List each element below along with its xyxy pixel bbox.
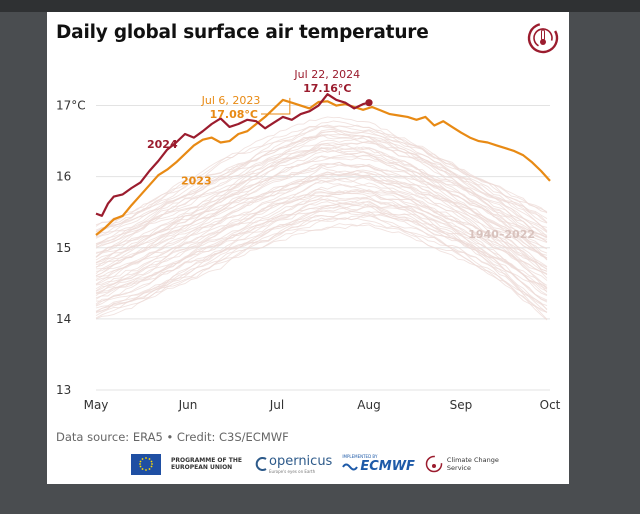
historical-range-label: 1940–2022 — [468, 228, 535, 241]
x-tick-label: Jul — [269, 398, 284, 412]
x-tick-label: May — [84, 398, 109, 412]
temperature-chart: 13 14 15 16 17°C May Jun Jul Aug Sep Oct 2024 2023 19… — [56, 68, 561, 412]
c3s-footer-logo: Climate Change Service — [425, 455, 509, 473]
series-label-2024: 2024 — [147, 138, 178, 151]
chart-title: Daily global surface air temperature — [56, 22, 429, 43]
y-tick-label: 13 — [56, 383, 71, 397]
c3s-small-icon — [425, 455, 443, 473]
chart-labels: 13 14 15 16 17°C May Jun Jul Aug Sep Oct 2024 2023 19… — [56, 68, 561, 412]
historical-year-line — [95, 202, 548, 299]
historical-year-line — [95, 130, 548, 237]
historical-year-line — [95, 223, 548, 321]
data-source-credit: Data source: ERA5 • Credit: C3S/ECMWF — [56, 430, 289, 444]
implemented-by-label: IMPLEMENTED BY — [342, 454, 378, 459]
historical-year-line — [95, 154, 548, 261]
copernicus-label: opernicus — [269, 454, 333, 469]
ecmwf-label: ECMWF — [360, 459, 415, 474]
copernicus-sub-label: Europe's eyes on Earth — [269, 469, 316, 474]
series-end-dot-2024 — [365, 99, 373, 107]
historical-year-line — [95, 196, 548, 296]
historical-year-line — [95, 192, 548, 292]
browser-top-bar — [0, 0, 640, 12]
series-line-2024 — [95, 93, 370, 217]
historical-year-line — [95, 161, 548, 264]
historical-year-line — [95, 184, 548, 286]
x-tick-label: Sep — [450, 398, 473, 412]
historical-year-line — [95, 116, 548, 226]
historical-year-line — [95, 177, 548, 278]
historical-year-line — [95, 149, 548, 258]
x-tick-label: Aug — [357, 398, 380, 412]
historical-year-line — [95, 155, 548, 258]
copernicus-c-icon — [255, 457, 267, 471]
historical-year-line — [95, 201, 548, 305]
historical-year-line — [95, 166, 548, 268]
ecmwf-logo: IMPLEMENTED BY ECMWF — [342, 454, 415, 474]
chart-card: Daily global surface air temperature 13 1… — [47, 12, 569, 484]
ecmwf-swirl-icon — [342, 463, 359, 470]
historical-year-line — [95, 120, 548, 227]
eu-programme-label: PROGRAMME OF THE EUROPEAN UNION — [171, 457, 242, 471]
y-tick-label: 15 — [56, 241, 71, 255]
x-tick-label: Oct — [540, 398, 561, 412]
series-lines — [95, 93, 551, 236]
historical-year-line — [95, 128, 548, 233]
footer-logos: PROGRAMME OF THE EUROPEAN UNION opernicu… — [131, 452, 509, 476]
annotation-2023-leader — [261, 97, 291, 115]
historical-year-line — [95, 169, 548, 270]
historical-year-line — [95, 203, 548, 307]
historical-year-line — [95, 163, 548, 263]
annotation-2023-value: 17.08°C — [210, 108, 258, 121]
annotation-2024-value: 17.16°C — [303, 82, 351, 95]
historical-year-line — [95, 149, 548, 258]
historical-year-line — [95, 178, 548, 282]
y-tick-label: 16 — [56, 170, 71, 184]
c3s-logo-icon — [527, 22, 559, 54]
eu-flag-icon — [131, 453, 161, 475]
historical-year-line — [95, 200, 548, 297]
historical-year-line — [95, 144, 548, 255]
historical-year-line — [95, 196, 548, 300]
historical-year-line — [95, 214, 548, 314]
annotation-2024-date: Jul 22, 2024 — [293, 68, 360, 81]
historical-year-line — [95, 130, 548, 238]
copernicus-logo: opernicus Europe's eyes on Earth — [255, 454, 332, 474]
y-tick-label: 14 — [56, 312, 71, 326]
c3s-label: Climate Change Service — [446, 456, 499, 472]
historical-year-line — [95, 143, 548, 245]
series-label-2023: 2023 — [181, 174, 212, 187]
x-tick-label: Jun — [178, 398, 198, 412]
y-tick-label: 17°C — [56, 99, 86, 113]
historical-lines — [95, 116, 548, 321]
historical-year-line — [95, 137, 548, 246]
historical-year-line — [95, 146, 548, 249]
annotation-2023-date: Jul 6, 2023 — [201, 94, 261, 107]
